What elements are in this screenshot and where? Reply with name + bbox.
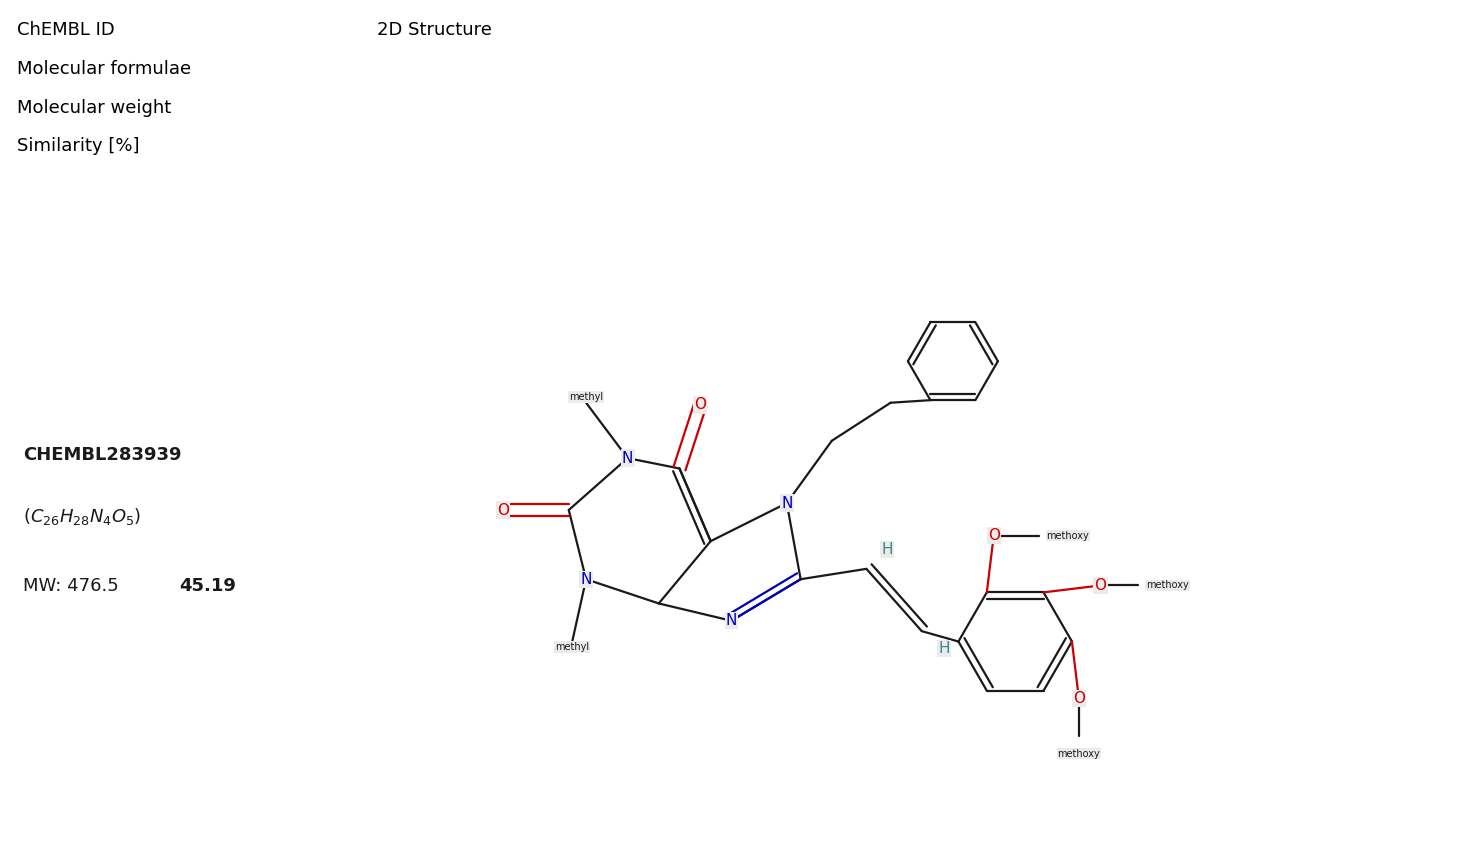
- Text: methyl: methyl: [569, 392, 603, 402]
- Text: O: O: [1094, 578, 1106, 593]
- Text: O: O: [497, 502, 509, 518]
- Text: methoxy: methoxy: [1046, 531, 1089, 540]
- Text: Similarity [%]: Similarity [%]: [16, 136, 140, 154]
- Text: O: O: [1072, 690, 1086, 706]
- Text: N: N: [725, 614, 737, 628]
- Text: Molecular formulae: Molecular formulae: [16, 60, 191, 78]
- Text: MW: 476.5: MW: 476.5: [24, 577, 125, 595]
- Text: N: N: [581, 571, 591, 587]
- Text: 45.19: 45.19: [179, 577, 235, 595]
- Text: methyl: methyl: [555, 642, 590, 652]
- Text: 2D Structure: 2D Structure: [377, 21, 491, 39]
- Text: H: H: [938, 641, 950, 656]
- Text: N: N: [781, 495, 793, 511]
- Text: methoxy: methoxy: [1058, 748, 1100, 759]
- Text: O: O: [987, 528, 1000, 543]
- Text: CHEMBL283939: CHEMBL283939: [24, 445, 181, 463]
- Text: $(C_{26}H_{28}N_{4}O_{5})$: $(C_{26}H_{28}N_{4}O_{5})$: [24, 507, 141, 527]
- Text: O: O: [694, 397, 706, 413]
- Text: Molecular weight: Molecular weight: [16, 99, 171, 117]
- Text: N: N: [622, 450, 634, 466]
- Text: ChEMBL ID: ChEMBL ID: [16, 21, 115, 39]
- Text: methoxy: methoxy: [1146, 581, 1189, 590]
- Text: H: H: [881, 542, 893, 557]
